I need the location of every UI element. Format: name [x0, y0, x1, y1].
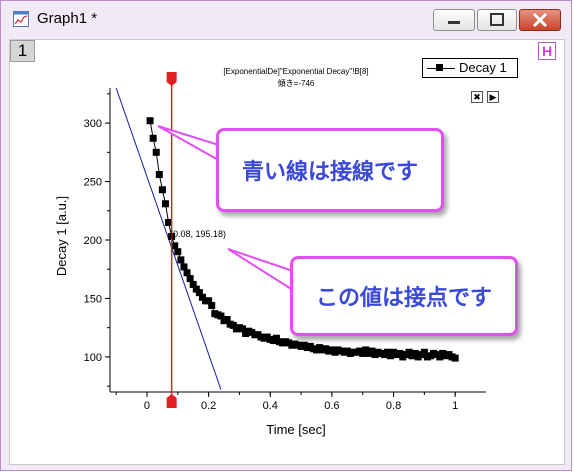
data-point [205, 297, 213, 305]
data-point [195, 289, 203, 297]
x-tick-label: 1 [452, 400, 458, 412]
data-point [165, 218, 173, 226]
data-point [186, 275, 194, 283]
data-point [161, 200, 169, 208]
layer-tab[interactable]: 1 [10, 40, 35, 62]
plot-header-line1: [ExponentialDe]"Exponential Decay"!B[8] [223, 67, 368, 76]
data-point [411, 349, 419, 357]
x-tick-label: 0.6 [324, 400, 339, 412]
point-label: (0.08, 195.18) [170, 229, 226, 239]
data-point [189, 280, 197, 288]
close-x-icon: ✖ [473, 92, 481, 102]
callout-point-text: この値は接点です [315, 285, 492, 310]
callout-tangent: 青い線は接線です [216, 128, 444, 212]
x-tick-label: 0.2 [201, 400, 216, 412]
data-point [368, 347, 376, 355]
h-button[interactable]: H [538, 42, 556, 60]
data-point [180, 263, 188, 271]
data-point [229, 321, 237, 329]
data-point [383, 348, 391, 356]
data-point [192, 285, 200, 293]
data-point [405, 348, 413, 356]
data-point [223, 316, 231, 324]
callout-point-pointer [227, 248, 297, 294]
data-point [239, 325, 247, 333]
window-title: Graph1 * [37, 10, 98, 27]
data-point [362, 346, 370, 354]
data-point [177, 256, 185, 264]
legend-label: Decay 1 [459, 60, 507, 75]
data-point [436, 353, 444, 361]
legend-marker [436, 64, 443, 71]
y-axis-label: Decay 1 [a.u.] [54, 196, 69, 276]
y-tick-label: 200 [84, 235, 102, 247]
data-point [451, 354, 459, 362]
data-point [272, 334, 280, 342]
data-point [198, 293, 206, 301]
x-axis-label: Time [sec] [266, 422, 325, 437]
callout-tangent-text: 青い線は接線です [241, 159, 418, 184]
data-point [158, 186, 166, 194]
data-point [396, 349, 404, 357]
data-point [152, 148, 160, 156]
title-bar[interactable]: Graph1 * [1, 1, 571, 37]
data-point [146, 117, 154, 125]
cursor-bottom-handle[interactable] [166, 394, 177, 408]
data-point [208, 301, 216, 309]
callout-point: この値は接点です [290, 256, 518, 336]
remove-tool-button[interactable]: ✖ [471, 91, 483, 103]
y-tick-label: 100 [84, 352, 102, 364]
y-tick-label: 150 [84, 293, 102, 305]
play-icon: ▶ [489, 92, 497, 102]
play-tool-button[interactable]: ▶ [487, 91, 499, 103]
y-tick-label: 250 [84, 177, 102, 189]
data-point [149, 134, 157, 142]
data-point [217, 312, 225, 320]
close-icon [532, 12, 548, 28]
graph-page[interactable] [9, 39, 565, 465]
x-tick-label: 0.8 [386, 400, 401, 412]
x-tick-label: 0.4 [263, 400, 278, 412]
minimize-button[interactable] [433, 9, 475, 31]
data-point [359, 349, 367, 357]
graph-window-icon [13, 11, 29, 27]
data-point [420, 348, 428, 356]
data-point [386, 352, 394, 360]
x-tick-label: 0 [144, 400, 150, 412]
maximize-icon [490, 13, 504, 26]
data-point [183, 269, 191, 277]
data-point [171, 242, 179, 250]
data-point [155, 171, 163, 179]
plot-header-line2: 傾き=-746 [278, 79, 315, 88]
cursor-top-handle[interactable] [166, 72, 177, 86]
callout-tangent-pointer [157, 125, 223, 164]
minimize-icon [448, 21, 460, 24]
legend[interactable]: Decay 1 [422, 58, 518, 78]
close-button[interactable] [519, 9, 561, 31]
y-tick-label: 300 [84, 118, 102, 130]
data-point [174, 248, 182, 256]
maximize-button[interactable] [477, 9, 517, 31]
